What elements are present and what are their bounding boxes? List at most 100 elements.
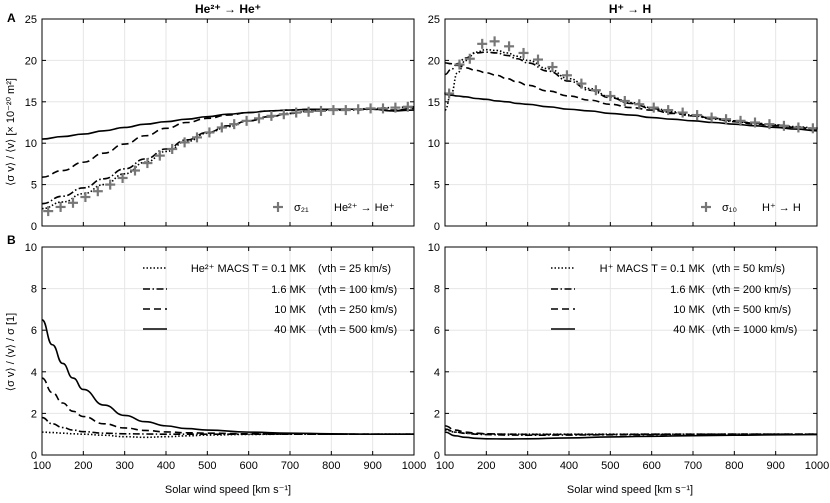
marker-plus [241, 115, 252, 126]
xlabel-left: Solar wind speed [km s⁻¹] [165, 484, 291, 496]
series-line-dashed [444, 425, 817, 436]
ylabel-top: ⟨σ v⟩ / ⟨v⟩ [× 10⁻²⁰ m²] [5, 78, 17, 186]
marker-plus [179, 137, 190, 148]
marker-plus [619, 95, 630, 106]
series-line-dashed [41, 377, 414, 436]
x-tick-label: 1000 [402, 460, 426, 472]
marker-plus [216, 122, 227, 133]
legend-marker-plus [701, 202, 711, 212]
legend-sigma10: σ₁₀ [722, 202, 737, 214]
y-tick-label: 4 [31, 367, 37, 379]
y-tick-label: 0 [31, 450, 37, 462]
panel-letter-a: A [7, 11, 16, 25]
x-tick-label: 300 [518, 460, 536, 472]
marker-plus [793, 122, 804, 133]
marker-plus [750, 117, 760, 128]
y-tick-label: 20 [428, 55, 440, 67]
x-tick-label: 100 [33, 460, 51, 472]
y-tick-label: 6 [434, 325, 440, 337]
x-tick-label: 500 [601, 460, 619, 472]
legend-label: 1.6 MK [670, 284, 706, 296]
axes-frame [444, 246, 818, 456]
legend-label: He²⁺ MACS T = 0.1 MK [191, 263, 307, 275]
series-line-dotted [444, 48, 818, 130]
y-tick-label: 4 [434, 367, 440, 379]
marker-plus [648, 102, 659, 113]
marker-plus [43, 206, 54, 217]
panel-b-right: 100 200 300 400 500 600 700 800 900 1000 0 2 4 6 8 10 [428, 242, 829, 472]
marker-plus [477, 38, 488, 49]
marker-plus [340, 105, 351, 116]
series-line-dotted [41, 105, 415, 210]
y-tick-label: 20 [25, 55, 37, 67]
legend-vth: (vth = 50 km/s) [712, 263, 785, 275]
marker-plus [489, 36, 500, 47]
marker-plus [764, 119, 775, 130]
marker-plus [130, 165, 140, 176]
marker-plus [504, 41, 515, 52]
marker-plus [402, 101, 413, 112]
legend-reaction-left: He²⁺ → He⁺ [334, 202, 395, 214]
series-line-solid [41, 108, 415, 140]
marker-plus [390, 102, 401, 113]
series-line-dotted [41, 431, 414, 439]
marker-plus [706, 112, 717, 123]
marker-plus [677, 107, 688, 118]
legend-vth: (vth = 25 km/s) [318, 263, 391, 275]
x-tick-label: 800 [725, 460, 743, 472]
marker-plus [518, 47, 529, 58]
y-tick-label: 8 [31, 284, 37, 296]
marker-plus [192, 132, 202, 143]
series-line-solid [41, 319, 414, 436]
legend-label: 10 MK [673, 304, 705, 316]
series-line-dotted [444, 429, 817, 436]
panel-a-right: 0 5 10 15 20 25 [428, 14, 818, 233]
x-tick-label: 600 [239, 460, 257, 472]
y-tick-label: 8 [434, 284, 440, 296]
panel-letter-b: B [7, 233, 16, 247]
series-line-solid [444, 93, 818, 132]
x-tick-label: 800 [322, 460, 340, 472]
y-tick-label: 10 [428, 138, 440, 150]
panel-b-left: 100 200 300 400 500 600 700 800 900 1000 0 2 4 6 8 10 [25, 242, 426, 472]
legend-top-right: σ₁₀ H⁺ → H [701, 202, 801, 214]
x-tick-label: 700 [281, 460, 299, 472]
x-tick-label: 200 [477, 460, 495, 472]
legend-marker-plus [273, 202, 283, 212]
x-tick-label: 200 [74, 460, 92, 472]
y-tick-label: 10 [25, 242, 37, 254]
legend-label: 10 MK [274, 304, 306, 316]
marker-plus [590, 85, 601, 96]
marker-plus [92, 186, 103, 197]
marker-plus [80, 192, 91, 203]
legend-top-left: σ₂₁ He²⁺ → He⁺ [273, 202, 395, 214]
y-tick-label: 6 [31, 325, 37, 337]
legend-vth: (vth = 500 km/s) [318, 324, 397, 336]
series-line-dashdot [444, 51, 818, 130]
series-line-dashed [444, 62, 818, 130]
marker-plus [454, 59, 465, 70]
marker-plus [303, 106, 314, 117]
marker-plus [266, 110, 277, 121]
marker-plus [464, 53, 475, 64]
marker-plus [316, 105, 326, 116]
legend-vth: (vth = 250 km/s) [318, 304, 397, 316]
legend-reaction-right: H⁺ → H [762, 202, 801, 214]
marker-plus [576, 78, 587, 89]
y-tick-label: 10 [428, 242, 440, 254]
panel-a-left: 0 5 10 15 20 25 [25, 14, 415, 233]
legend-vth: (vth = 500 km/s) [712, 304, 791, 316]
series-line-solid [444, 431, 818, 440]
marker-plus [807, 123, 818, 134]
legend-vth: (vth = 100 km/s) [318, 284, 397, 296]
marker-plus [105, 179, 116, 190]
marker-plus [778, 120, 789, 131]
y-tick-label: 15 [25, 97, 37, 109]
title-right: H⁺ → H [609, 2, 651, 16]
marker-plus [154, 150, 165, 161]
marker-plus [229, 119, 240, 130]
x-tick-label: 500 [198, 460, 216, 472]
marker-plus [378, 103, 388, 114]
marker-plus [561, 70, 572, 81]
legend-label: 1.6 MK [271, 284, 307, 296]
